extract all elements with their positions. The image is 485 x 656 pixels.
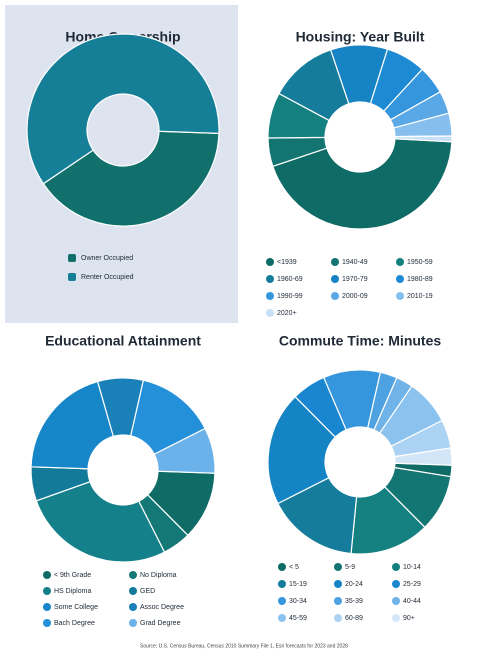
legend-label: 2000-09 (342, 293, 368, 300)
donut-slice (30, 380, 115, 470)
legend-label: Assoc Degree (140, 604, 184, 611)
donut-slice (35, 480, 166, 563)
legend-swatch (396, 275, 404, 283)
legend-label: 90+ (403, 615, 415, 622)
legend-swatch (266, 258, 274, 266)
donut-slice (42, 130, 220, 227)
legend-swatch (129, 603, 137, 611)
legend-label: 2010-19 (407, 293, 433, 300)
legend-swatch (396, 292, 404, 300)
donut-slice (272, 138, 453, 230)
legend-label: < 5 (289, 564, 299, 571)
legend-label: 2020+ (277, 310, 297, 317)
legend-label: 1990-99 (277, 293, 303, 300)
legend-label: 15-19 (289, 581, 307, 588)
source-note: Source: U.S. Census Bureau, Census 2010 … (140, 643, 348, 649)
legend-swatch (129, 587, 137, 595)
legend-label: 5-9 (345, 564, 355, 571)
legend-label: 35-39 (345, 598, 363, 605)
legend-label: 1970-79 (342, 276, 368, 283)
legend-swatch (334, 563, 342, 571)
legend-label: 20-24 (345, 581, 363, 588)
legend-swatch (392, 580, 400, 588)
donut-slice (393, 447, 453, 466)
legend-swatch (68, 254, 76, 262)
legend-label: 1940-49 (342, 259, 368, 266)
legend-swatch (334, 614, 342, 622)
legend-swatch (43, 619, 51, 627)
legend-swatch (266, 275, 274, 283)
legend-swatch (278, 580, 286, 588)
legend-swatch (266, 309, 274, 317)
legend-swatch (278, 614, 286, 622)
legend-label: Renter Occupied (81, 274, 134, 281)
legend-label: GED (140, 588, 155, 595)
legend-label: Bach Degree (54, 620, 95, 627)
legend-label: 10-14 (403, 564, 421, 571)
legend-label: 30-34 (289, 598, 307, 605)
legend-swatch (334, 580, 342, 588)
legend-label: HS Diploma (54, 588, 91, 595)
legend-swatch (392, 597, 400, 605)
legend-swatch (396, 258, 404, 266)
legend-swatch (392, 563, 400, 571)
legend-swatch (334, 597, 342, 605)
chart-title: Housing: Year Built (296, 29, 425, 45)
legend-swatch (266, 292, 274, 300)
legend-label: 25-29 (403, 581, 421, 588)
donut-slice (153, 427, 216, 474)
donut-slice (394, 135, 453, 143)
legend-label: 60-89 (345, 615, 363, 622)
legend-label: 40-44 (403, 598, 421, 605)
legend-swatch (331, 258, 339, 266)
legend-swatch (331, 292, 339, 300)
legend-swatch (331, 275, 339, 283)
legend-label: Grad Degree (140, 620, 181, 627)
legend-swatch (43, 571, 51, 579)
legend-swatch (68, 273, 76, 281)
legend-swatch (43, 603, 51, 611)
legend-label: Owner Occupied (81, 255, 133, 262)
legend-swatch (129, 619, 137, 627)
legend-label: 1960-69 (277, 276, 303, 283)
legend-label: 1950-59 (407, 259, 433, 266)
legend-swatch (392, 614, 400, 622)
legend-label: Some College (54, 604, 98, 611)
legend-label: No Diploma (140, 572, 177, 579)
legend-swatch (278, 597, 286, 605)
legend-label: <1939 (277, 259, 297, 266)
donut-slice (267, 395, 337, 505)
legend-swatch (129, 571, 137, 579)
legend-swatch (278, 563, 286, 571)
legend-label: 45-59 (289, 615, 307, 622)
donut-slice (26, 33, 220, 185)
legend-label: 1980-89 (407, 276, 433, 283)
legend-label: < 9th Grade (54, 572, 91, 579)
legend-swatch (43, 587, 51, 595)
chart-title: Educational Attainment (45, 333, 201, 349)
chart-title: Commute Time: Minutes (279, 333, 442, 349)
